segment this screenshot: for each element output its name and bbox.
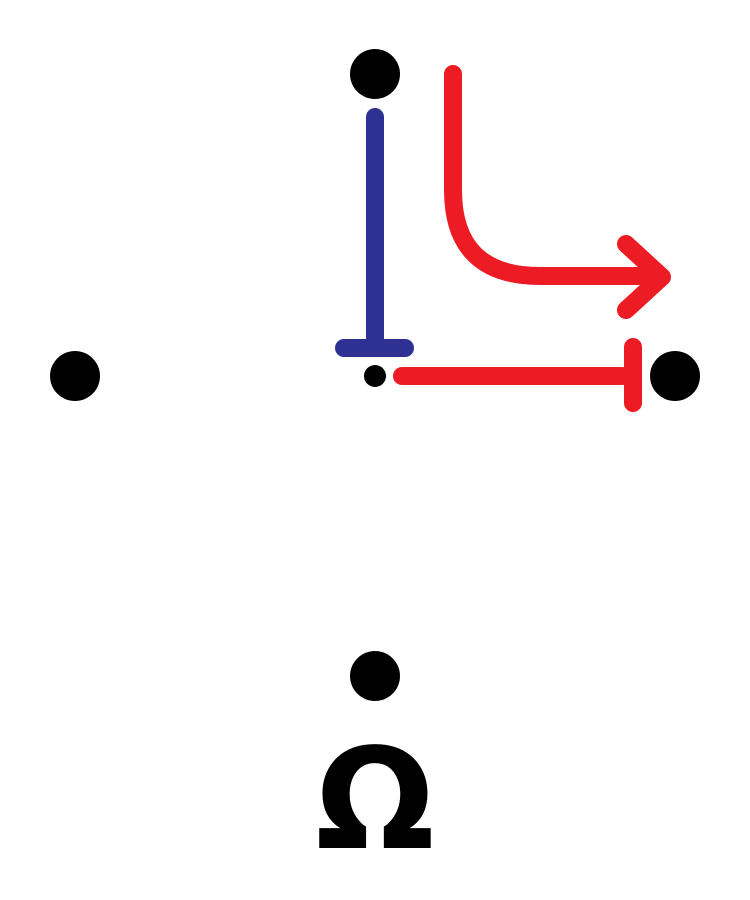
node-right (650, 351, 700, 401)
node-left (50, 351, 100, 401)
activation-arrow-red (444, 65, 671, 319)
inhibition-arrow-red (393, 338, 642, 412)
inhibition-arrow-blue (335, 108, 414, 357)
node-center (364, 365, 386, 387)
node-bottom (350, 651, 400, 701)
activation-shaft (444, 65, 664, 285)
omega-symbol: Ω (315, 719, 434, 882)
activation-arrowhead (617, 235, 671, 319)
node-top (350, 49, 400, 99)
